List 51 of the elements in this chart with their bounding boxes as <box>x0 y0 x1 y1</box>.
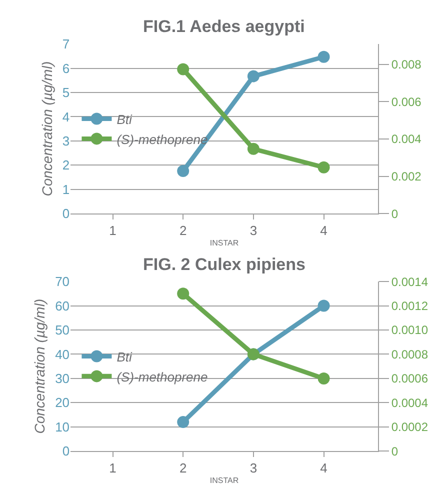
point <box>318 372 330 384</box>
chart-title: FIG. 2 Culex pipiens <box>143 255 306 274</box>
x-axis-title: INSTAR <box>210 238 239 248</box>
y-axis-title: Concentration (µg/ml) <box>32 298 48 434</box>
y2-tick-label: 0 <box>391 444 398 458</box>
y-tick-label: 0 <box>62 206 70 222</box>
x-tick-label: 4 <box>320 223 328 238</box>
x-tick-label: 2 <box>179 223 187 238</box>
y-tick-label: 10 <box>55 419 70 434</box>
y-tick-label: 50 <box>55 322 70 338</box>
y-tick-label: 70 <box>55 274 70 290</box>
x-tick-label: 4 <box>320 460 328 476</box>
y-tick-label: 5 <box>62 85 70 100</box>
y-tick-label: 7 <box>62 36 70 52</box>
y2-tick-label: 0.0008 <box>391 347 428 362</box>
y2-tick-label: 0.0014 <box>391 274 428 289</box>
y-tick-label: 20 <box>55 395 70 410</box>
point <box>318 161 330 174</box>
x-tick-label: 3 <box>250 223 258 238</box>
point <box>177 164 190 177</box>
y2-tick-label: 0.0002 <box>391 420 428 434</box>
y-tick-label: 40 <box>55 346 70 362</box>
point <box>247 142 260 155</box>
y-tick-label: 60 <box>55 298 70 314</box>
y-tick-label: 2 <box>62 158 70 173</box>
y2-tick-label: 0.004 <box>391 132 422 146</box>
x-axis-title: INSTAR <box>210 476 239 485</box>
point <box>318 50 330 63</box>
y-tick-label: 4 <box>62 109 70 124</box>
y2-tick-label: 0.0004 <box>391 396 428 410</box>
y-tick-label: 0 <box>62 444 70 459</box>
y-tick-label: 1 <box>62 182 70 197</box>
point <box>177 288 190 300</box>
chart-title: FIG.1 Aedes aegypti <box>143 17 305 36</box>
y-tick-label: 6 <box>62 60 70 76</box>
x-tick-label: 1 <box>109 223 116 238</box>
y2-tick-label: 0 <box>391 206 398 221</box>
y-tick-label: 30 <box>55 371 70 386</box>
y2-tick-label: 0.006 <box>391 94 422 109</box>
y-axis-title: Concentration (µg/ml) <box>38 61 55 196</box>
x-tick-label: 2 <box>179 460 187 476</box>
y2-tick-label: 0.002 <box>391 170 422 184</box>
point <box>247 70 260 82</box>
x-tick-label: 1 <box>109 460 116 476</box>
y2-tick-label: 0.0010 <box>391 323 428 338</box>
x-tick-label: 3 <box>250 460 258 476</box>
point <box>177 63 190 76</box>
y2-tick-label: 0.0006 <box>391 372 428 386</box>
y2-tick-label: 0.008 <box>391 58 422 72</box>
y2-tick-label: 0.0012 <box>391 298 428 313</box>
y-tick-label: 3 <box>62 134 70 148</box>
